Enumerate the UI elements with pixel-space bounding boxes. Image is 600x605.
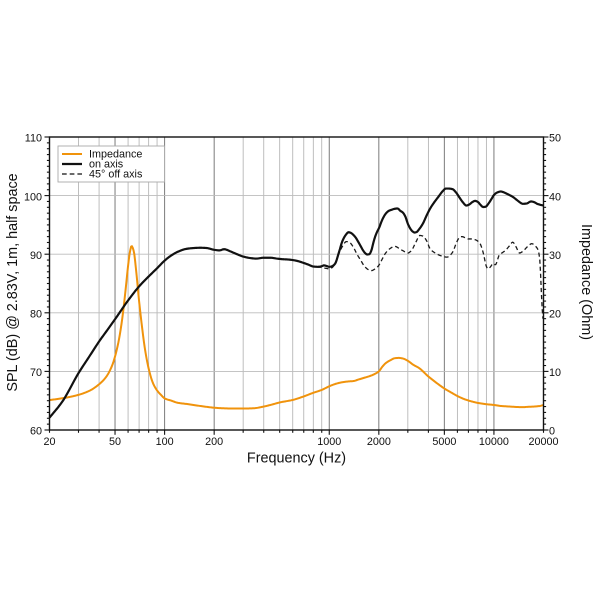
svg-text:90: 90 (30, 250, 42, 262)
svg-text:20000: 20000 (528, 436, 558, 448)
svg-text:100: 100 (24, 191, 42, 203)
svg-text:20: 20 (549, 309, 561, 321)
svg-text:100: 100 (156, 436, 174, 448)
svg-text:SPL (dB) @ 2.83V, 1m, half spa: SPL (dB) @ 2.83V, 1m, half space (5, 173, 21, 391)
svg-text:10000: 10000 (479, 436, 509, 448)
svg-text:50: 50 (549, 133, 561, 145)
svg-text:110: 110 (25, 133, 42, 145)
svg-text:Impedance: Impedance (89, 149, 142, 161)
svg-text:2000: 2000 (367, 436, 391, 448)
svg-text:5000: 5000 (432, 436, 456, 448)
svg-text:30: 30 (549, 250, 561, 262)
svg-text:0: 0 (549, 426, 555, 438)
svg-text:60: 60 (30, 426, 42, 438)
svg-text:10: 10 (549, 367, 561, 379)
svg-text:1000: 1000 (317, 436, 341, 448)
svg-text:40: 40 (549, 191, 561, 203)
svg-text:Frequency (Hz): Frequency (Hz) (247, 451, 346, 467)
svg-text:50: 50 (109, 436, 121, 448)
svg-text:on axis: on axis (89, 159, 124, 171)
svg-text:200: 200 (205, 436, 223, 448)
svg-text:80: 80 (30, 309, 42, 321)
svg-text:45° off axis: 45° off axis (89, 169, 143, 181)
svg-text:20: 20 (43, 436, 55, 448)
svg-text:Impedance (Ohm): Impedance (Ohm) (578, 224, 594, 340)
svg-text:70: 70 (30, 367, 42, 379)
